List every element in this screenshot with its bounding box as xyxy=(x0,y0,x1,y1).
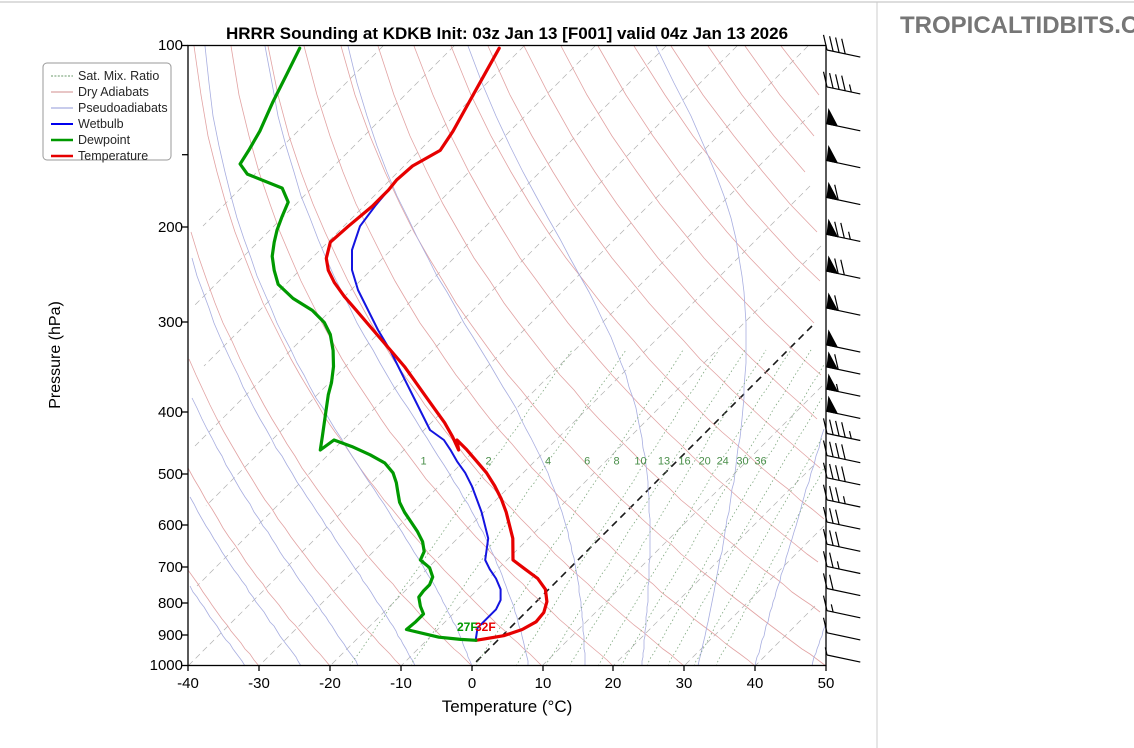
svg-text:500: 500 xyxy=(158,466,183,483)
svg-text:HRRR Sounding at KDKB Init: 03: HRRR Sounding at KDKB Init: 03z Jan 13 [… xyxy=(226,24,788,43)
svg-text:10: 10 xyxy=(634,456,646,468)
svg-text:100: 100 xyxy=(158,37,183,54)
svg-text:800: 800 xyxy=(158,595,183,612)
svg-text:-40: -40 xyxy=(177,675,199,692)
svg-text:30: 30 xyxy=(736,456,748,468)
svg-text:1: 1 xyxy=(420,456,426,468)
svg-text:600: 600 xyxy=(158,517,183,534)
svg-text:16: 16 xyxy=(678,456,690,468)
svg-text:36: 36 xyxy=(754,456,766,468)
svg-text:0: 0 xyxy=(468,675,476,692)
svg-text:Sat. Mix. Ratio: Sat. Mix. Ratio xyxy=(78,69,159,83)
svg-text:40: 40 xyxy=(747,675,764,692)
svg-text:Dewpoint: Dewpoint xyxy=(78,133,131,147)
svg-text:Temperature (°C): Temperature (°C) xyxy=(442,697,573,716)
svg-text:13: 13 xyxy=(658,456,670,468)
svg-text:200: 200 xyxy=(158,219,183,236)
svg-text:Pseudoadiabats: Pseudoadiabats xyxy=(78,101,168,115)
svg-text:300: 300 xyxy=(158,314,183,331)
svg-text:2: 2 xyxy=(485,456,491,468)
svg-text:30: 30 xyxy=(676,675,693,692)
svg-text:Wetbulb: Wetbulb xyxy=(78,117,124,131)
svg-text:4: 4 xyxy=(545,456,551,468)
svg-text:50: 50 xyxy=(818,675,835,692)
svg-text:TROPICALTIDBITS.COM: TROPICALTIDBITS.COM xyxy=(900,12,1134,39)
svg-text:8: 8 xyxy=(613,456,619,468)
svg-text:400: 400 xyxy=(158,404,183,421)
svg-text:24: 24 xyxy=(717,456,729,468)
svg-text:10: 10 xyxy=(535,675,552,692)
svg-text:20: 20 xyxy=(605,675,622,692)
svg-text:6: 6 xyxy=(584,456,590,468)
svg-text:Temperature: Temperature xyxy=(78,149,148,163)
svg-text:-20: -20 xyxy=(319,675,341,692)
svg-text:Pressure (hPa): Pressure (hPa) xyxy=(47,301,64,409)
svg-text:-30: -30 xyxy=(248,675,270,692)
svg-text:20: 20 xyxy=(699,456,711,468)
svg-text:Dry Adiabats: Dry Adiabats xyxy=(78,85,149,99)
svg-text:-10: -10 xyxy=(390,675,412,692)
svg-text:700: 700 xyxy=(158,559,183,576)
svg-text:32F: 32F xyxy=(475,620,496,634)
svg-text:1000: 1000 xyxy=(150,657,183,674)
svg-text:900: 900 xyxy=(158,627,183,644)
